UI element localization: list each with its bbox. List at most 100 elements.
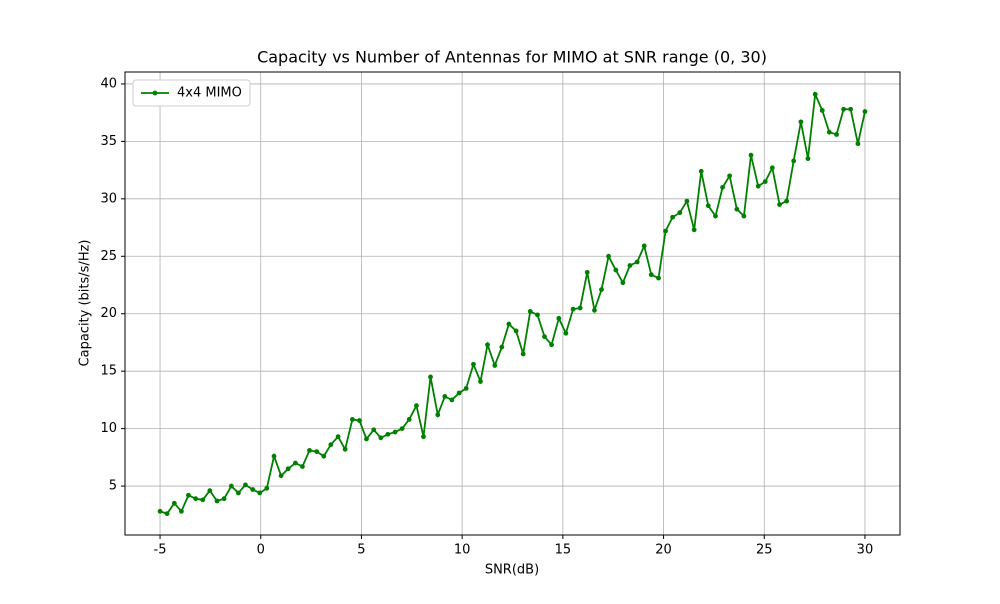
data-point — [435, 412, 441, 418]
data-point — [784, 198, 790, 204]
data-point — [777, 202, 782, 207]
data-point — [385, 431, 391, 437]
data-point — [414, 403, 419, 409]
x-tick-label: 10 — [454, 543, 471, 558]
data-point — [563, 330, 569, 336]
legend-box — [132, 79, 251, 107]
data-point — [335, 434, 341, 440]
data-point — [656, 275, 661, 281]
data-point — [613, 267, 619, 273]
data-point — [221, 496, 227, 502]
data-point — [214, 498, 220, 504]
x-tick-label: 30 — [857, 543, 874, 558]
data-point — [720, 184, 725, 190]
data-point — [314, 449, 320, 454]
data-point — [292, 460, 298, 466]
data-point — [378, 435, 384, 441]
data-point — [663, 228, 668, 234]
data-point — [713, 213, 718, 219]
legend: 4x4 MIMO — [132, 79, 251, 107]
y-tick-label: 15 — [100, 364, 117, 379]
data-point — [421, 434, 426, 440]
data-point — [321, 453, 327, 459]
data-point — [549, 342, 554, 348]
data-point — [357, 418, 362, 423]
data-point — [748, 152, 754, 158]
data-point — [698, 168, 704, 174]
data-point — [599, 287, 604, 292]
data-point — [755, 183, 761, 189]
data-point — [164, 511, 170, 517]
data-point — [862, 109, 868, 114]
data-point — [627, 263, 633, 268]
data-point — [584, 269, 590, 275]
data-point — [178, 508, 184, 514]
data-point — [499, 344, 505, 350]
data-point — [157, 508, 163, 514]
data-point — [826, 129, 832, 135]
data-point — [406, 417, 412, 422]
y-tick-label: 40 — [100, 76, 117, 91]
data-point — [570, 306, 576, 312]
data-point — [734, 206, 740, 212]
data-point — [855, 141, 861, 147]
data-point — [769, 165, 775, 171]
data-point — [812, 91, 818, 97]
data-point — [620, 280, 626, 286]
data-point — [819, 107, 825, 113]
data-point — [556, 315, 562, 321]
data-line — [159, 90, 866, 515]
y-tick-label: 20 — [100, 306, 117, 321]
data-point — [228, 483, 234, 489]
x-axis-label: SNR(dB) — [485, 563, 539, 578]
data-point — [471, 361, 476, 367]
y-tick-label: 30 — [100, 191, 117, 206]
data-point — [741, 213, 747, 219]
x-tick-label: 15 — [555, 543, 572, 558]
x-tick-label: 5 — [357, 543, 365, 558]
x-tick-label: 0 — [257, 543, 265, 558]
data-point — [527, 309, 533, 314]
data-point — [264, 485, 270, 491]
y-axis-label: Capacity (bits/s/Hz) — [78, 240, 93, 367]
data-point — [520, 351, 526, 357]
data-point — [805, 156, 811, 162]
data-point — [364, 436, 369, 442]
legend-marker — [152, 90, 158, 96]
plot-frame — [124, 71, 901, 536]
data-point — [485, 342, 490, 348]
data-point — [577, 305, 583, 311]
y-tick-label: 10 — [100, 421, 117, 436]
data-point — [542, 334, 547, 340]
x-tick-label: -5 — [154, 543, 167, 558]
data-point — [478, 379, 483, 384]
data-point — [506, 321, 512, 327]
data-point — [392, 429, 398, 435]
data-point — [371, 427, 377, 433]
legend-label: 4x4 MIMO — [177, 86, 242, 101]
data-point — [492, 363, 498, 368]
data-point — [342, 446, 348, 452]
chart-title: Capacity vs Number of Antennas for MIMO … — [257, 48, 767, 67]
data-point — [300, 464, 305, 469]
data-point — [285, 466, 291, 472]
data-point — [670, 214, 676, 220]
data-point — [449, 397, 455, 403]
data-point — [442, 394, 448, 399]
y-tick-label: 5 — [109, 479, 117, 494]
data-point — [705, 203, 711, 209]
data-point — [193, 496, 199, 502]
data-point — [641, 243, 647, 249]
data-point — [271, 453, 277, 459]
data-point — [648, 272, 654, 278]
data-point — [428, 374, 433, 380]
data-point — [677, 210, 683, 216]
data-point — [328, 442, 334, 448]
x-tick-label: 20 — [655, 543, 672, 558]
data-point — [798, 119, 804, 125]
data-point — [848, 106, 854, 112]
data-point — [841, 106, 847, 112]
y-tick-label: 25 — [100, 249, 117, 264]
data-point — [684, 198, 690, 204]
